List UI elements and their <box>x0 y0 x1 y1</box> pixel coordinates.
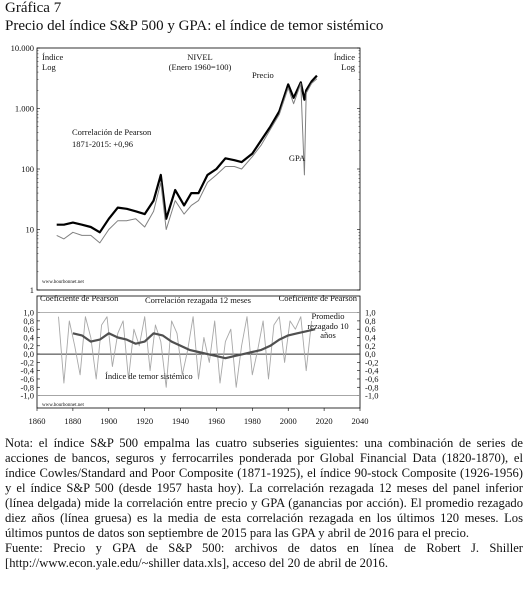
annotation: Log <box>42 62 56 72</box>
y-tick-label: -0,2 <box>365 357 378 367</box>
y-tick-label: 1,0 <box>23 308 34 318</box>
y-tick-label: 0,6 <box>365 324 376 334</box>
y-tick-label: 0,4 <box>23 332 34 342</box>
line-series <box>58 316 313 388</box>
series-label: GPA <box>289 153 306 163</box>
series-label: Correlación rezagada 12 meses <box>145 295 251 305</box>
y-tick-label: 0,8 <box>23 316 34 326</box>
x-tick-label: 1880 <box>64 416 81 426</box>
line-series <box>56 78 318 244</box>
y-tick-label: 0,6 <box>23 324 34 334</box>
y-tick-label: 1,0 <box>365 308 376 318</box>
y-tick-label: 1 <box>30 285 34 295</box>
series-label: Precio <box>252 70 274 80</box>
annotation: Coeficiente de Pearson <box>279 293 358 303</box>
annotation: (Enero 1960=100) <box>169 62 232 72</box>
y-tick-label: -0,6 <box>365 374 378 384</box>
x-tick-label: 2020 <box>316 416 333 426</box>
x-tick-label: 1860 <box>29 416 46 426</box>
annotation: Log <box>341 62 355 72</box>
annotation: www.bourbonnet.net <box>42 280 85 285</box>
y-tick-label: 100 <box>21 164 34 174</box>
y-tick-label: 10.000 <box>11 43 34 53</box>
y-tick-label: -0,8 <box>21 382 34 392</box>
y-tick-label: 0,0 <box>365 349 376 359</box>
note: Nota: el índice S&P 500 empalma las cuat… <box>5 436 523 540</box>
y-tick-label: 0,2 <box>23 341 34 351</box>
y-tick-label: 10 <box>26 225 35 235</box>
plot-frame <box>36 295 361 409</box>
chart-label: Gráfica 7 <box>5 0 62 16</box>
x-tick-label: 1960 <box>208 416 225 426</box>
source: Fuente: Precio y GPA de S&P 500: archivo… <box>5 541 523 570</box>
y-tick-label: 1.000 <box>15 104 34 114</box>
y-tick-label: -1,0 <box>365 391 378 401</box>
annotation: www.bourbonnet.net <box>42 403 85 408</box>
x-tick-label: 1920 <box>136 416 153 426</box>
annotation: NIVEL <box>187 52 213 62</box>
y-tick-label: -0,4 <box>365 366 379 376</box>
y-tick-label: 0,2 <box>365 341 376 351</box>
y-tick-label: 0,0 <box>23 349 34 359</box>
y-tick-label: -0,6 <box>21 374 34 384</box>
series-label: Promedio rezagado 10 años <box>307 312 349 340</box>
x-tick-label: 1980 <box>244 416 261 426</box>
line-series <box>56 74 318 234</box>
annotation: 1871-2015: +0,96 <box>72 139 133 149</box>
y-tick-label: -0,2 <box>21 357 34 367</box>
annotation: Correlación de Pearson <box>72 127 152 137</box>
annotation: Índice <box>334 52 355 62</box>
notes: Nota: el índice S&P 500 empalma las cuat… <box>5 436 523 571</box>
x-tick-label: 2040 <box>352 416 369 426</box>
y-tick-label: -0,8 <box>365 382 378 392</box>
annotation: Coeficiente de Pearson <box>40 293 119 303</box>
y-tick-label: -0,4 <box>21 366 35 376</box>
line-series <box>72 328 316 360</box>
y-tick-label: 0,4 <box>365 332 376 342</box>
x-tick-label: 1900 <box>100 416 117 426</box>
chart: Gráfica 7 Precio del índice S&P 500 y GP… <box>5 0 383 426</box>
series-label: Promedio rezagado 10 años <box>307 312 349 340</box>
y-tick-label: 0,8 <box>365 316 376 326</box>
annotation: Índice <box>42 52 63 62</box>
chart-title: Precio del índice S&P 500 y GPA: el índi… <box>5 18 383 34</box>
annotation: Índice de temor sistémico <box>105 371 193 381</box>
y-tick-label: -1,0 <box>21 391 34 401</box>
x-tick-label: 1940 <box>172 416 189 426</box>
x-tick-label: 2000 <box>280 416 297 426</box>
